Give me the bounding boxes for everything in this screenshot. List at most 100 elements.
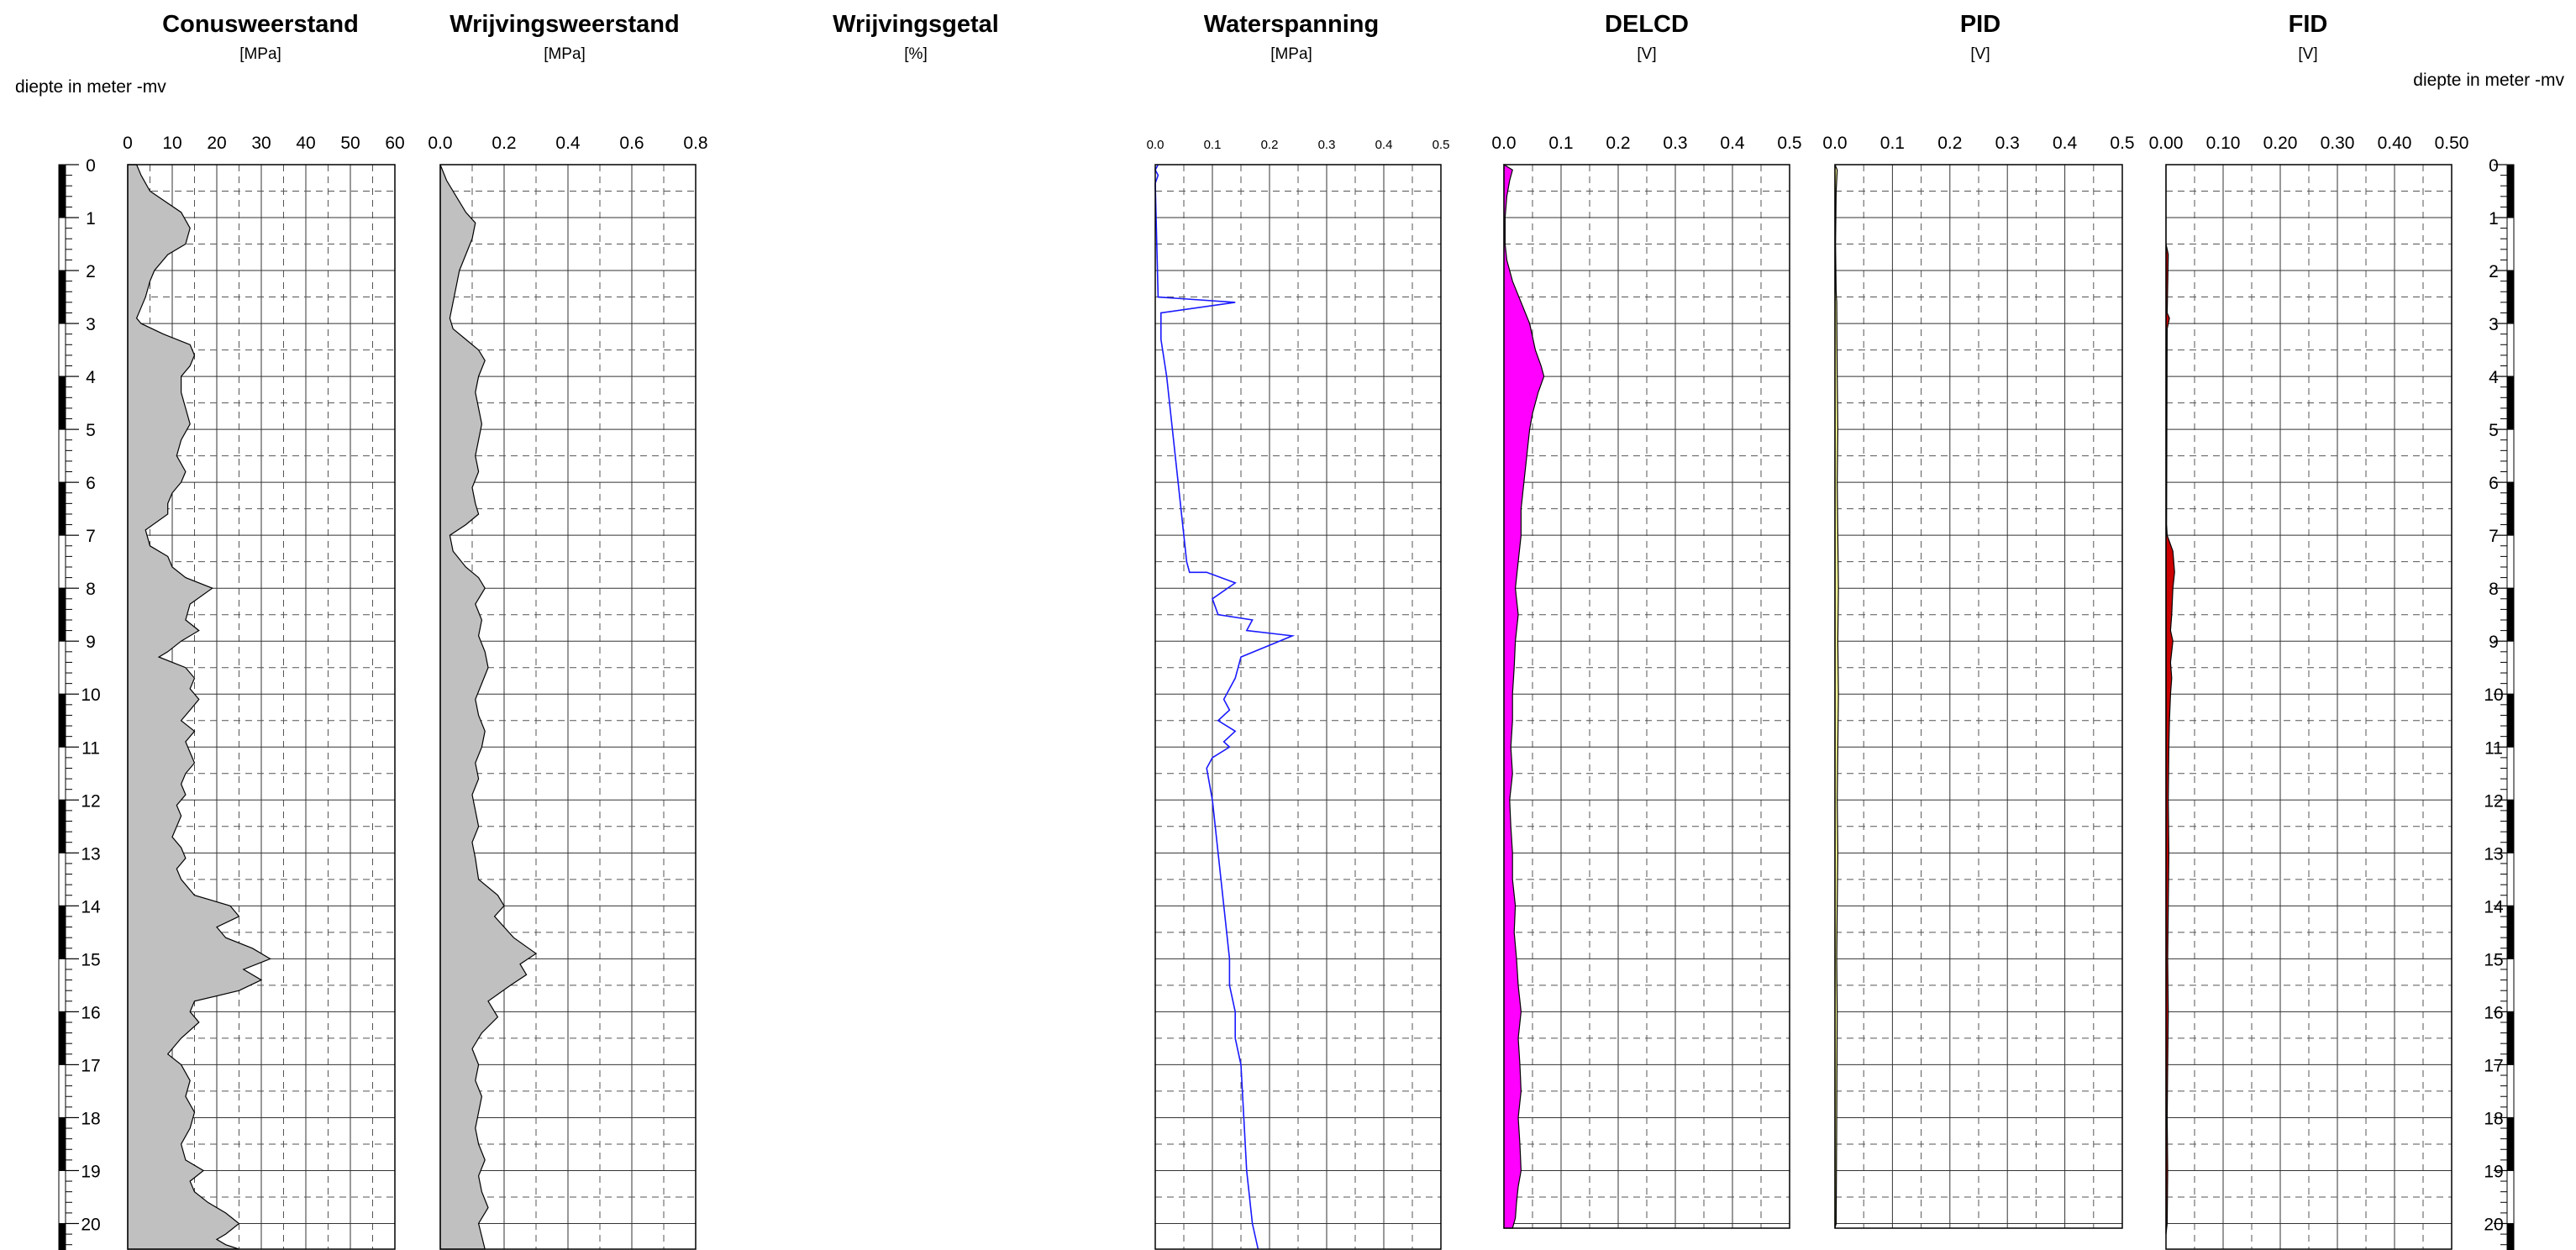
x-tick-label: 0.1 (1880, 134, 1905, 153)
panel-unit: [MPa] (239, 45, 281, 63)
depth-tick-label: 15 (81, 950, 100, 969)
depth-scale-segment (58, 164, 66, 218)
depth-tick-label: 14 (81, 897, 101, 916)
depth-scale-segment (58, 270, 66, 324)
series-area (2165, 165, 2175, 1235)
depth-scale-segment (58, 799, 66, 853)
depth-tick-label: 13 (81, 844, 100, 864)
depth-scale-segment (2506, 323, 2515, 377)
depth-scale-segment (2506, 587, 2515, 642)
depth-scale-segment (58, 1116, 66, 1171)
depth-scale-segment (58, 587, 66, 642)
depth-tick-label: 11 (81, 738, 100, 758)
depth-tick-label: 4 (2489, 368, 2499, 387)
depth-scale-segment (58, 217, 66, 271)
depth-tick-label: 3 (86, 315, 96, 334)
depth-scale-segment (58, 1011, 66, 1065)
depth-tick-label: 7 (86, 527, 96, 546)
depth-scale-segment (58, 640, 66, 695)
panel-unit: [V] (1637, 45, 1656, 63)
depth-tick-label: 8 (2489, 580, 2499, 599)
x-tick-label: 0.2 (492, 134, 516, 153)
depth-tick-label: 16 (81, 1003, 100, 1022)
series-line (1154, 164, 1296, 1250)
x-tick-label: 0.0 (1822, 134, 1847, 153)
depth-tick-label: 16 (2484, 1003, 2503, 1022)
depth-scale-segment (2506, 270, 2515, 324)
depth-tick-label: 6 (86, 474, 96, 493)
series-area (1503, 163, 1545, 1229)
depth-tick-label: 15 (2484, 950, 2503, 969)
depth-tick-label: 9 (2489, 633, 2499, 652)
depth-label-right: diepte in meter -mv (2413, 71, 2564, 90)
x-tick-label: 0.3 (1663, 134, 1687, 153)
panel-unit: [%] (904, 45, 927, 63)
depth-scale-segment (58, 746, 66, 801)
depth-scale-segment (2506, 1011, 2515, 1065)
depth-tick-label: 8 (86, 580, 96, 599)
panel-title: DELCD (1605, 11, 1689, 38)
depth-scale-segment (2506, 1222, 2515, 1250)
depth-tick-label: 1 (2489, 209, 2499, 228)
x-tick-label: 10 (162, 134, 181, 153)
x-tick-label: 0.4 (555, 134, 581, 153)
x-tick-label: 0.0 (1491, 134, 1516, 153)
depth-tick-label: 2 (2489, 262, 2499, 281)
depth-scale-segment (2506, 164, 2515, 218)
depth-tick-label: 19 (81, 1162, 100, 1181)
depth-scale-segment (2506, 640, 2515, 695)
x-tick-label: 0.0 (1147, 138, 1164, 152)
depth-tick-label: 17 (81, 1056, 100, 1075)
depth-scale-segment (58, 1222, 66, 1250)
x-tick-label: 20 (207, 134, 226, 153)
panel-title: Wrijvingsweerstand (449, 11, 679, 38)
panels: Conusweerstand [MPa] 0 10 20 30 40 50 60 Wrijving… (123, 11, 2468, 1250)
depth-tick-label: 10 (81, 685, 100, 705)
x-tick-label: 0.1 (1548, 134, 1573, 153)
series-area (127, 164, 271, 1250)
panel-frame (1154, 164, 1442, 1250)
x-tick-label: 0.1 (1204, 138, 1222, 152)
panel-frame (1503, 164, 1790, 1229)
panel-unit: [MPa] (544, 45, 586, 63)
x-tick-label: 0.6 (619, 134, 644, 153)
panel-frame (127, 164, 396, 1250)
x-tick-label: 0.3 (1995, 134, 2020, 153)
depth-tick-label: 13 (2484, 844, 2503, 864)
x-tick-label: 50 (340, 134, 360, 153)
depth-scale-segment (58, 376, 66, 430)
depth-scale-segment (58, 323, 66, 377)
depth-tick-label: 3 (2489, 315, 2499, 334)
panel-title: FID (2289, 11, 2328, 38)
x-tick-label: 60 (385, 134, 404, 153)
depth-tick-label: 0 (86, 156, 96, 176)
panel-waterspanning: Waterspanning [MPa] 0.0 0.1 0.2 0.3 0.4 0.5 (1147, 11, 1449, 1250)
panel-title: PID (1960, 11, 2000, 38)
depth-tick-label: 7 (2489, 527, 2499, 546)
panel-conusweerstand: Conusweerstand [MPa] 0 10 20 30 40 50 60 (123, 11, 405, 1250)
panel-title: Wrijvingsgetal (833, 11, 999, 38)
x-tick-label: 0.0 (428, 134, 452, 153)
depth-scale-segment (58, 481, 66, 536)
depth-tick-label: 2 (86, 262, 96, 281)
depth-scale-segment (58, 958, 66, 1012)
depth-tick-label: 20 (2484, 1215, 2503, 1234)
depth-scale-segment (58, 852, 66, 906)
depth-scale-segment (58, 534, 66, 589)
depth-scale-segment (2506, 1169, 2515, 1224)
depth-scale-segment (2506, 217, 2515, 271)
depth-scale-segment (58, 1169, 66, 1224)
x-tick-label: 0.40 (2378, 134, 2412, 153)
depth-tick-label: 5 (86, 421, 96, 440)
panel-frame (1834, 164, 2123, 1229)
x-tick-label: 0.3 (1318, 138, 1336, 152)
depth-scale-segment (2506, 958, 2515, 1012)
panel-unit: [MPa] (1270, 45, 1312, 63)
x-tick-label: 0.2 (1261, 138, 1279, 152)
panel-frame (439, 164, 697, 1250)
depth-scale-segment (2506, 534, 2515, 589)
depth-tick-label: 17 (2484, 1056, 2503, 1075)
x-tick-label: 0.30 (2321, 134, 2355, 153)
panel-unit: [V] (2298, 45, 2317, 63)
